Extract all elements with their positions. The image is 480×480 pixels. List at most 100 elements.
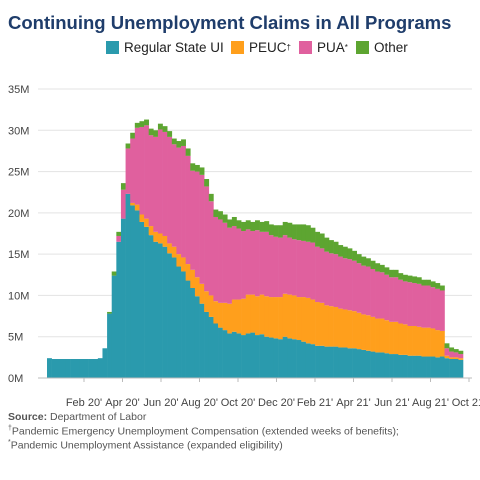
- bar-segment-pua: [125, 148, 131, 194]
- bar-segment-peuc: [282, 293, 288, 337]
- bar-segment-peuc: [185, 264, 191, 281]
- bar-segment-regular: [407, 355, 413, 378]
- bar-segment-other: [430, 281, 436, 288]
- legend-item-peuc[interactable]: PEUC †: [231, 40, 291, 55]
- y-tick-label: 5M: [8, 332, 23, 344]
- bar-segment-peuc: [264, 296, 270, 337]
- bar-segment-pua: [444, 348, 450, 356]
- bar-segment-pua: [139, 126, 145, 215]
- bar-segment-pua: [144, 125, 149, 219]
- bar-segment-other: [356, 254, 362, 264]
- bar-segment-other: [222, 214, 228, 223]
- bar-segment-regular: [176, 266, 182, 378]
- footnote-pua: *Pandemic Unemployment Assistance (expan…: [8, 439, 283, 452]
- bar-segment-other: [444, 343, 450, 349]
- bar-segment-peuc: [449, 357, 455, 360]
- bar-segment-regular: [426, 356, 431, 378]
- bar-segment-peuc: [291, 295, 297, 340]
- x-tick-label: Apr 20': [105, 397, 140, 409]
- bar-segment-regular: [412, 355, 418, 378]
- bar-segment-regular: [130, 205, 136, 378]
- bar-segment-peuc: [453, 357, 459, 360]
- x-tick-label: Apr 21': [336, 397, 371, 409]
- bar-segment-regular: [352, 348, 357, 378]
- bar-segment-pua: [402, 281, 408, 325]
- bar-segment-other: [268, 224, 274, 236]
- bar-segment-regular: [245, 333, 251, 378]
- bar-segment-pua: [458, 354, 464, 359]
- bar-segment-regular: [204, 311, 210, 378]
- bar-segment-regular: [361, 349, 367, 378]
- footnote-pua-mark: *: [8, 439, 11, 446]
- bar-segment-regular: [365, 350, 371, 378]
- bar-segment-regular: [250, 332, 256, 378]
- legend-label-peuc: PEUC: [249, 40, 287, 55]
- y-tick-label: 0M: [8, 373, 23, 385]
- legend-item-regular[interactable]: Regular State UI: [106, 40, 224, 55]
- bar-segment-regular: [255, 335, 260, 378]
- bar-segment-other: [365, 258, 371, 267]
- bar-segment-peuc: [273, 297, 279, 339]
- bar-segment-other: [347, 248, 353, 260]
- bar-segment-pua: [194, 171, 200, 278]
- bar-segment-regular: [171, 257, 177, 378]
- bar-segment-pua: [213, 216, 219, 302]
- bar-segment-regular: [416, 355, 422, 378]
- x-tick-label: Dec 20': [258, 397, 295, 409]
- bar-segment-other: [384, 267, 390, 275]
- bar-segment-peuc: [167, 243, 173, 254]
- bar-segment-other: [181, 139, 186, 146]
- bar-segment-peuc: [361, 314, 367, 350]
- bar-segment-regular: [291, 339, 297, 378]
- bar-segment-regular: [444, 358, 450, 378]
- bar-segment-regular: [157, 243, 163, 378]
- chart-title: Continuing Unemployment Claims in All Pr…: [8, 12, 452, 33]
- bar-segment-peuc: [439, 330, 445, 357]
- chart-legend: Regular State UI PEUC † PUA * Other: [0, 40, 480, 60]
- bar-segment-pua: [222, 222, 228, 303]
- bar-segment-peuc: [356, 312, 362, 350]
- bar-segment-pua: [407, 282, 413, 326]
- bar-segment-other: [176, 141, 182, 148]
- bar-segment-other: [393, 269, 399, 278]
- bar-segment-regular: [347, 348, 353, 378]
- bar-segment-regular: [162, 246, 168, 378]
- bar-segment-regular: [107, 313, 113, 378]
- bar-segment-other: [120, 183, 126, 190]
- legend-item-other[interactable]: Other: [356, 40, 408, 55]
- bar-segment-pua: [356, 263, 362, 313]
- x-tick-label: Aug 20': [181, 397, 218, 409]
- bar-segment-other: [204, 179, 210, 187]
- bar-segment-regular: [282, 336, 288, 378]
- bar-segment-regular: [338, 347, 344, 378]
- bar-segment-peuc: [402, 324, 408, 355]
- bar-segment-regular: [120, 218, 126, 378]
- bar-segment-pua: [287, 237, 293, 295]
- bar-segment-peuc: [319, 302, 325, 346]
- bar-segment-regular: [102, 348, 108, 378]
- bar-segment-pua: [361, 265, 367, 315]
- bar-segment-other: [361, 256, 367, 266]
- bar-segment-regular: [310, 344, 316, 378]
- bar-segment-pua: [398, 279, 404, 324]
- bar-segment-pua: [389, 277, 394, 322]
- bar-segment-peuc: [379, 318, 385, 353]
- bar-segment-other: [241, 221, 247, 232]
- bar-segment-peuc: [342, 309, 348, 348]
- bar-segment-regular: [148, 235, 154, 378]
- legend-swatch-pua: [299, 41, 312, 54]
- bar-segment-peuc: [194, 277, 200, 297]
- bar-segment-other: [412, 276, 418, 284]
- bar-segment-peuc: [393, 321, 399, 355]
- bar-segment-peuc: [305, 297, 311, 344]
- bar-segment-other: [291, 224, 297, 240]
- bar-segment-pua: [393, 277, 399, 322]
- legend-item-pua[interactable]: PUA *: [299, 40, 348, 55]
- bar-segment-regular: [379, 352, 385, 378]
- bar-segment-regular: [199, 303, 205, 378]
- bar-segment-other: [255, 220, 260, 231]
- bar-segment-pua: [120, 189, 126, 219]
- bar-segment-regular: [296, 340, 302, 378]
- bar-segment-other: [273, 225, 279, 237]
- bar-segment-other: [111, 271, 117, 276]
